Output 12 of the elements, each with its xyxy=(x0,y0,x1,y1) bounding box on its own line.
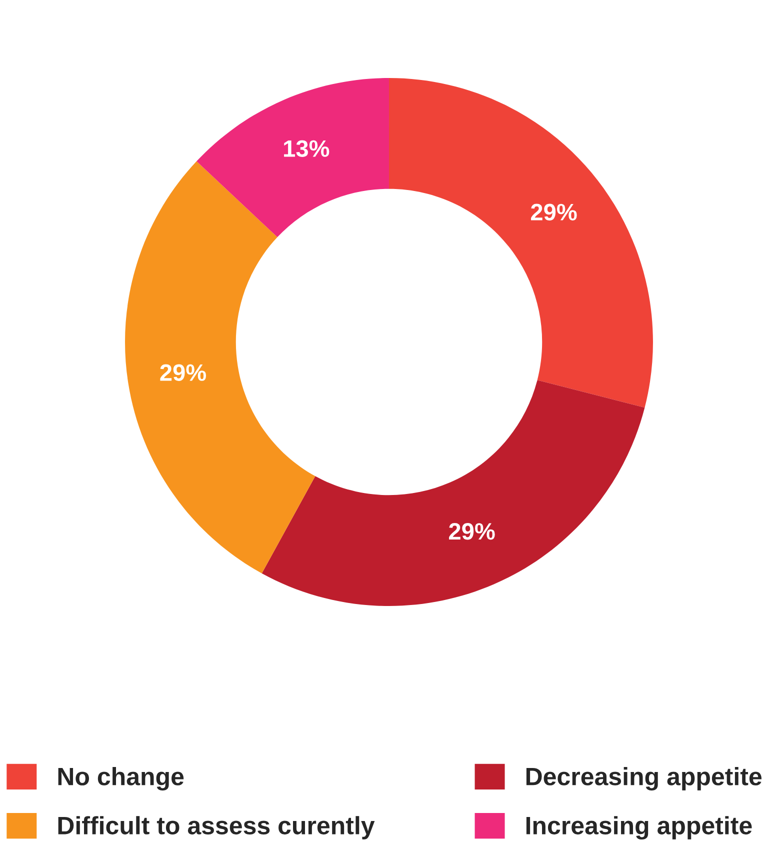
donut-slice xyxy=(389,78,653,408)
legend-label: Difficult to assess curently xyxy=(58,816,375,840)
legend-label: Decreasing appetite xyxy=(526,767,762,790)
legend-label: No change xyxy=(58,767,184,790)
donut-slice xyxy=(196,78,389,238)
data-label: 29% xyxy=(160,364,206,381)
data-label: 29% xyxy=(449,523,495,540)
data-label: 13% xyxy=(284,140,330,157)
data-label: 29% xyxy=(530,204,577,221)
donut-slice xyxy=(262,380,645,606)
legend-label: Increasing appetite xyxy=(526,816,752,840)
donut-slice xyxy=(125,161,316,574)
